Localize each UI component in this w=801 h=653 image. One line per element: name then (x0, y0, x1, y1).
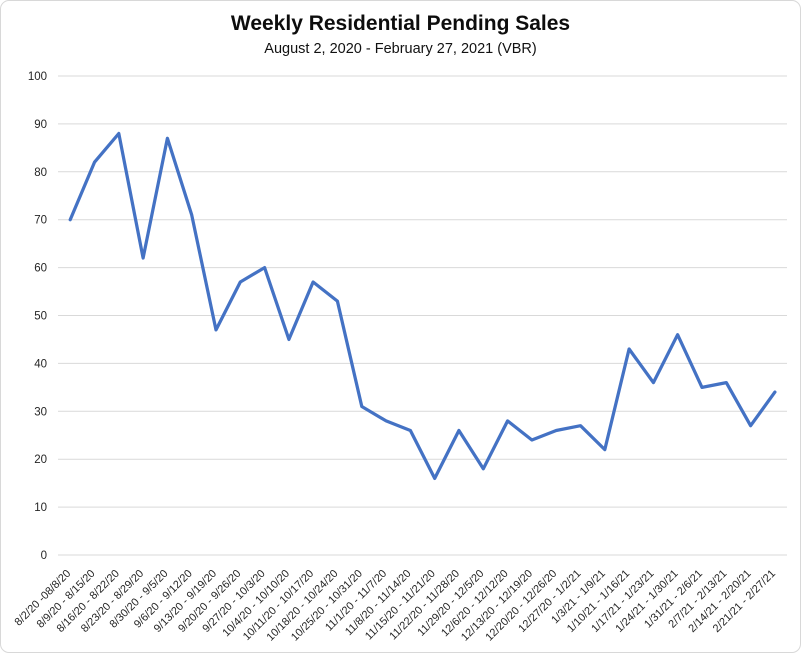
y-tick-label: 80 (34, 167, 47, 179)
y-tick-label: 20 (34, 454, 47, 466)
y-tick-label: 60 (34, 263, 47, 275)
y-tick-label: 0 (41, 550, 47, 562)
y-tick-label: 10 (34, 502, 47, 514)
y-tick-label: 40 (34, 358, 47, 370)
y-tick-label: 70 (34, 215, 47, 227)
series-line-pending-sales (68, 131, 777, 481)
y-tick-label: 50 (34, 311, 47, 323)
y-tick-label: 100 (28, 71, 47, 83)
y-tick-label: 90 (34, 119, 47, 131)
chart-subtitle: August 2, 2020 - February 27, 2021 (VBR) (264, 41, 537, 57)
y-tick-label: 30 (34, 406, 47, 418)
chart-title: Weekly Residential Pending Sales (230, 12, 571, 35)
